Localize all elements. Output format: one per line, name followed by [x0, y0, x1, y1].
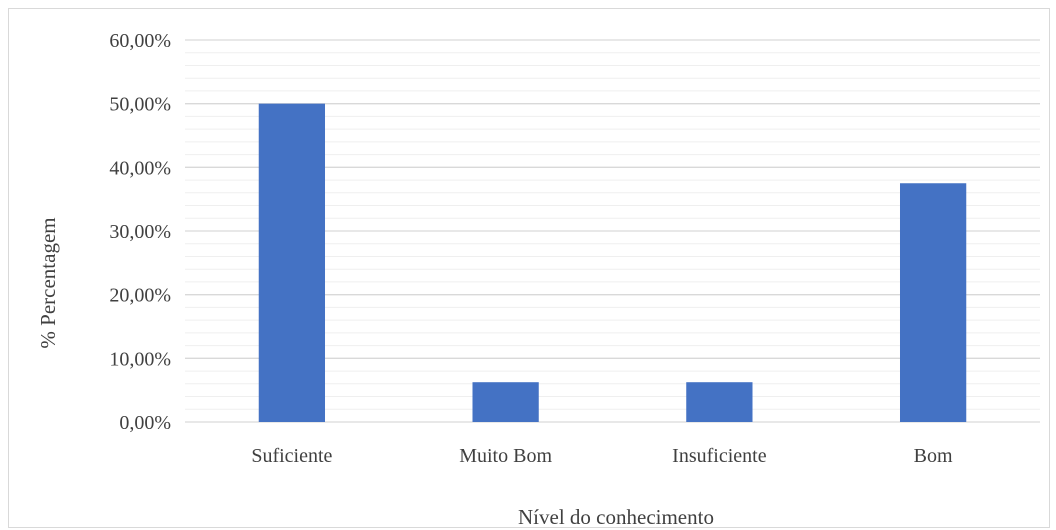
x-category-label: Insuficiente	[672, 445, 767, 467]
bar-insuficiente	[686, 382, 753, 422]
grid-lines	[185, 39, 1040, 423]
bars	[258, 103, 967, 423]
y-axis-title: % Percentagem	[36, 217, 60, 348]
y-axis-ticks: 0,00% 10,00% 20,00% 30,00% 40,00% 50,00% 60,00…	[109, 30, 171, 434]
y-tick-label: 40,00%	[109, 157, 171, 179]
bar-bom	[899, 183, 967, 422]
chart-frame	[8, 8, 1050, 528]
y-tick-label: 50,00%	[109, 94, 171, 116]
y-tick-label: 30,00%	[109, 221, 171, 243]
x-category-label: Muito Bom	[459, 445, 552, 467]
y-tick-label: 0,00%	[119, 412, 171, 434]
x-category-label: Bom	[914, 445, 953, 467]
y-tick-label: 20,00%	[109, 285, 171, 307]
x-category-label: Suficiente	[251, 445, 332, 467]
y-tick-label: 60,00%	[109, 30, 171, 52]
bar-suficiente	[258, 103, 326, 423]
x-axis-categories: Suficiente Muito Bom Insuficiente Bom	[251, 445, 953, 467]
x-axis-title: Nível do conhecimento	[518, 505, 714, 529]
bar-muito-bom	[472, 382, 539, 422]
y-tick-label: 10,00%	[109, 348, 171, 370]
